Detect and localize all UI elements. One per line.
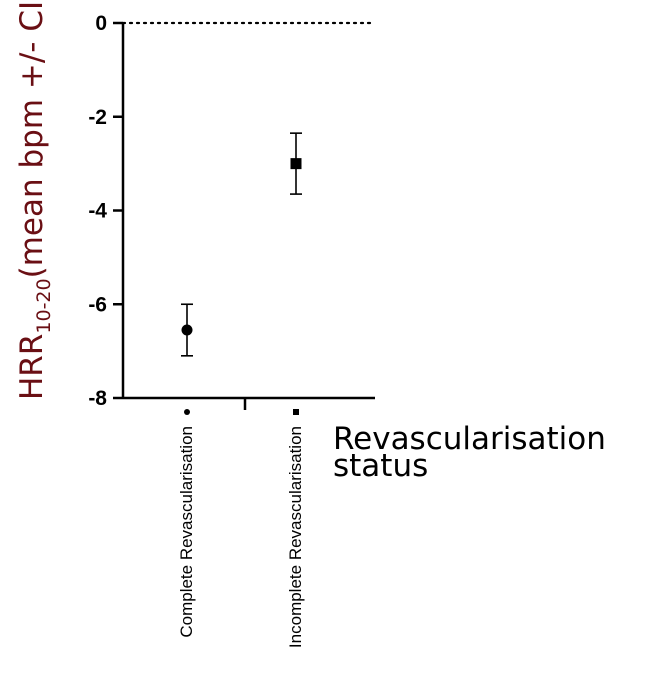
- y-axis-title-main: HRR: [14, 334, 50, 400]
- data-point-1: [290, 158, 302, 170]
- y-axis-title: HRR10-20(mean bpm +/- CI): [14, 0, 55, 400]
- data-point-0: [181, 324, 193, 336]
- y-tick-label-1: -2: [88, 106, 107, 129]
- y-tick-label-3: -6: [88, 293, 107, 316]
- category-label-1: Incomplete Revascularisation: [286, 426, 305, 648]
- y-axis-title-subscript: 10-20: [33, 278, 55, 333]
- category-marker-0: [184, 409, 190, 415]
- y-tick-label-2: -4: [88, 200, 107, 223]
- plot-area: 0 -2 -4 -6 -8 Complete Revascularisation Incom…: [88, 12, 377, 648]
- x-axis-title-line1: Revascularisation: [333, 421, 606, 457]
- y-axis-title-suffix: (mean bpm +/- CI): [14, 0, 50, 278]
- y-tick-label-4: -8: [88, 387, 107, 410]
- category-label-0: Complete Revascularisation: [177, 426, 196, 638]
- x-axis-title-line2: status: [333, 448, 428, 484]
- y-tick-label-0: 0: [95, 12, 107, 35]
- category-marker-1: [293, 409, 299, 415]
